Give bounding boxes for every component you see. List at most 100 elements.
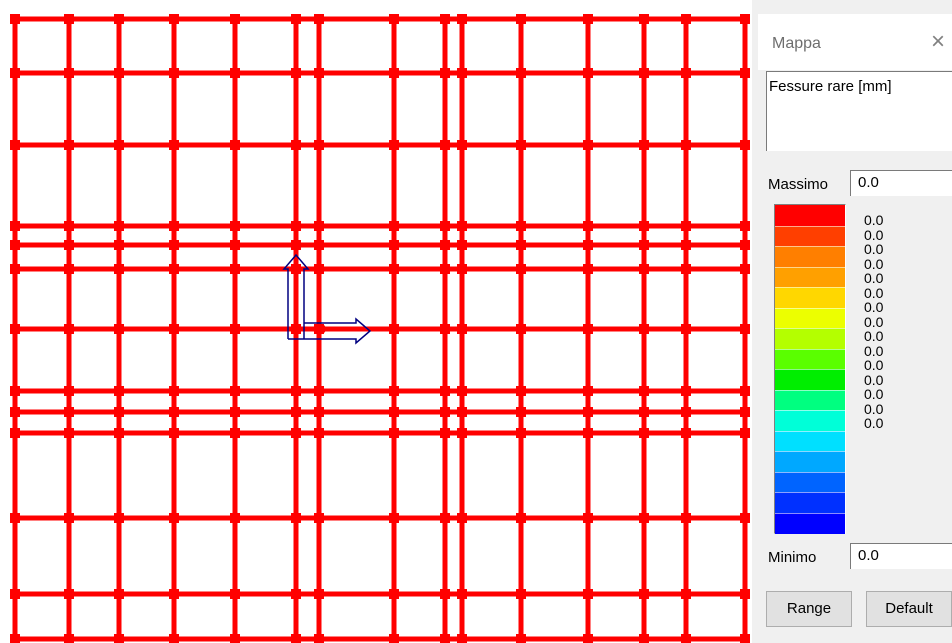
fem-mesh-drawing	[10, 14, 750, 643]
mesh-node	[457, 140, 467, 150]
mesh-node	[440, 324, 450, 334]
mesh-node	[457, 407, 467, 417]
mesh-node	[169, 240, 179, 250]
mesh-node	[516, 589, 526, 599]
mesh-node	[291, 407, 301, 417]
mesh-node	[681, 428, 691, 438]
mesh-node	[230, 428, 240, 438]
mesh-node	[516, 221, 526, 231]
legend-swatch	[775, 348, 845, 370]
structural-model-viewport[interactable]	[0, 0, 752, 643]
mesh-node	[440, 386, 450, 396]
mesh-node	[64, 407, 74, 417]
mesh-node	[114, 634, 124, 643]
mesh-node	[10, 221, 20, 231]
legend-swatch	[775, 471, 845, 493]
max-value-field[interactable]: 0.0	[850, 170, 952, 196]
mesh-node	[291, 386, 301, 396]
mesh-node	[230, 221, 240, 231]
legend-swatch	[775, 512, 845, 534]
mesh-node	[64, 513, 74, 523]
mesh-node	[639, 240, 649, 250]
mesh-node	[10, 14, 20, 24]
mesh-node	[64, 240, 74, 250]
mesh-node	[169, 140, 179, 150]
range-button[interactable]: Range	[766, 591, 852, 627]
mesh-node	[64, 264, 74, 274]
legend-value-label: 0.0	[864, 299, 884, 315]
mesh-node	[169, 634, 179, 643]
close-icon[interactable]: ×	[930, 28, 945, 55]
mesh-node	[169, 221, 179, 231]
mesh-node	[516, 240, 526, 250]
mesh-node	[457, 221, 467, 231]
legend-swatch	[775, 492, 845, 513]
legend-swatch	[775, 225, 845, 247]
mesh-node	[114, 221, 124, 231]
mesh-node	[389, 407, 399, 417]
mesh-node	[314, 264, 324, 274]
default-button[interactable]: Default	[866, 591, 952, 627]
mesh-node	[740, 14, 750, 24]
mesh-node	[440, 513, 450, 523]
mesh-node	[114, 140, 124, 150]
min-label: Minimo	[768, 549, 817, 566]
mesh-node	[64, 14, 74, 24]
mesh-node	[457, 264, 467, 274]
quantity-display: Fessure rare [mm]	[766, 71, 952, 151]
mesh-node	[516, 634, 526, 643]
mesh-node	[230, 589, 240, 599]
mesh-node	[10, 428, 20, 438]
mesh-node	[583, 324, 593, 334]
mesh-node	[516, 140, 526, 150]
mesh-node	[114, 428, 124, 438]
legend-swatch	[775, 369, 845, 390]
mesh-node	[740, 264, 750, 274]
mesh-node	[740, 240, 750, 250]
mesh-node	[314, 386, 324, 396]
mesh-node	[114, 513, 124, 523]
mesh-node	[230, 324, 240, 334]
mesh-node	[583, 264, 593, 274]
mesh-node	[114, 240, 124, 250]
mesh-node	[291, 513, 301, 523]
mesh-node	[516, 68, 526, 78]
mesh-node	[64, 634, 74, 643]
mesh-node	[314, 14, 324, 24]
mesh-node	[516, 513, 526, 523]
mesh-node	[740, 407, 750, 417]
mesh-node	[639, 407, 649, 417]
legend-value-label: 0.0	[864, 400, 884, 417]
legend-swatch	[775, 307, 845, 329]
mesh-node	[314, 513, 324, 523]
mesh-node	[10, 140, 20, 150]
mesh-node	[10, 513, 20, 523]
mesh-node	[389, 221, 399, 231]
legend-value-label: 0.0	[864, 357, 884, 373]
mesh-node	[10, 240, 20, 250]
mesh-node	[740, 324, 750, 334]
map-panel: Mappa × Fessure rare [mm] Massimo 0.0 0.…	[752, 0, 952, 643]
mesh-node	[64, 140, 74, 150]
mesh-node	[114, 589, 124, 599]
local-axis-icon	[282, 253, 372, 345]
mesh-node	[10, 589, 20, 599]
mesh-node	[314, 428, 324, 438]
mesh-node	[583, 589, 593, 599]
mesh-node	[681, 68, 691, 78]
mesh-node	[457, 14, 467, 24]
mesh-node	[291, 428, 301, 438]
min-value-field[interactable]: 0.0	[850, 543, 952, 569]
mesh-node	[114, 264, 124, 274]
mesh-node	[291, 634, 301, 643]
legend-swatch	[775, 451, 845, 472]
quantity-label: Fessure rare [mm]	[769, 78, 892, 95]
mesh-node	[169, 68, 179, 78]
mesh-node	[681, 407, 691, 417]
mesh-node	[639, 14, 649, 24]
mesh-node	[740, 428, 750, 438]
mesh-node	[639, 324, 649, 334]
mesh-node	[639, 221, 649, 231]
mesh-node	[10, 68, 20, 78]
panel-title: Mappa	[772, 35, 821, 52]
